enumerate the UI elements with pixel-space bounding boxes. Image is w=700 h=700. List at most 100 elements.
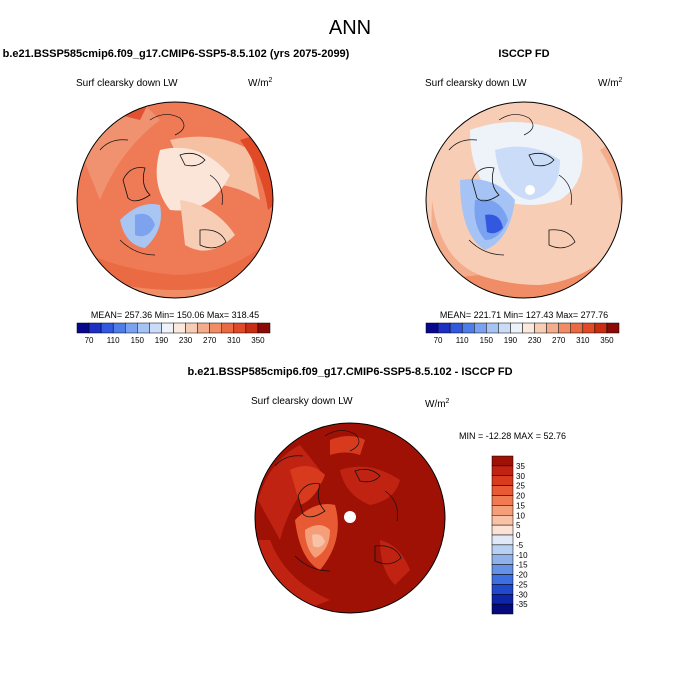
colorbar-obs-swatch (582, 322, 596, 334)
colorbar-obs-swatch (522, 322, 535, 334)
colorbar-model-swatch (245, 322, 259, 334)
colorbar-diff-tick-label: 15 (516, 501, 525, 510)
colorbar-diff-swatch (491, 485, 514, 496)
figure-title: ANN (329, 17, 371, 39)
colorbar-diff-swatch (491, 475, 514, 486)
panel-obs-title: ISCCP FD (498, 48, 549, 60)
colorbar-obs-swatch (570, 322, 584, 334)
colorbar-diff-swatch (491, 505, 514, 516)
panel-obs-units: W/m2 (598, 77, 623, 89)
colorbar-obs-swatch (437, 322, 451, 334)
colorbar-obs-tick-label: 310 (576, 336, 590, 345)
colorbar-diff-tick-label: 20 (516, 492, 525, 501)
colorbar-obs: 70 110 150 190 230 270 310 350 (425, 322, 620, 345)
colorbar-diff-tick-label: 0 (516, 531, 521, 540)
colorbar-diff-swatch (491, 554, 514, 565)
colorbar-model-swatch (173, 322, 186, 334)
colorbar-obs-swatch (425, 322, 439, 334)
colorbar-diff-tick-label: 25 (516, 482, 525, 491)
colorbar-diff-tick-label: 10 (516, 511, 525, 520)
colorbar-diff-swatch (491, 515, 514, 526)
colorbar-diff-tick-label: 5 (516, 521, 521, 530)
colorbar-model-tick-label: 350 (251, 336, 265, 345)
map-obs-border (425, 101, 623, 299)
colorbar-diff-swatch (491, 524, 514, 536)
colorbar-model-swatch (197, 322, 210, 334)
colorbar-model-swatch (161, 322, 174, 334)
colorbar-model-tick-label: 190 (155, 336, 169, 345)
colorbar-diff-tick-label: -25 (516, 580, 528, 589)
colorbar-diff-tick-label: -30 (516, 590, 528, 599)
map-model-border (76, 101, 274, 299)
colorbar-model-tick-label: 230 (179, 336, 193, 345)
colorbar-model-swatch (209, 322, 222, 334)
colorbar-model-tick-label: 270 (203, 336, 217, 345)
panel-diff-title: b.e21.BSSP585cmip6.f09_g17.CMIP6-SSP5-8.… (187, 366, 512, 378)
colorbar-diff-swatch (491, 564, 514, 575)
colorbar-obs-tick-label: 350 (600, 336, 614, 345)
colorbar-diff-tick-label: -20 (516, 571, 528, 580)
panel-diff-stats: MIN = -12.28 MAX = 52.76 (459, 431, 566, 441)
colorbar-obs-swatch (510, 322, 523, 334)
colorbar-obs-tick-label: 270 (552, 336, 566, 345)
colorbar-model-tick-label: 310 (227, 336, 241, 345)
colorbar-obs-swatch (498, 322, 511, 334)
colorbar-model-tick-label: 150 (131, 336, 145, 345)
colorbar-diff-tick-label: -15 (516, 561, 528, 570)
colorbar-model-swatch (137, 322, 150, 334)
panel-model-units: W/m2 (248, 77, 273, 89)
colorbar-diff-swatch (491, 455, 514, 467)
colorbar-model-swatch (221, 322, 235, 334)
colorbar-diff-tick-label: -10 (516, 551, 528, 560)
colorbar-model-tick-label: 110 (107, 336, 120, 345)
colorbar-diff-swatch (491, 465, 514, 476)
colorbar-model: 70 110 150 190 230 270 310 350 (76, 322, 271, 345)
colorbar-diff-tick-label: 35 (516, 462, 525, 471)
map-diff (255, 423, 445, 613)
colorbar-diff-tick-label: -5 (516, 541, 524, 550)
map-obs (426, 102, 622, 298)
colorbar-diff-tick-label: 30 (516, 472, 525, 481)
panel-diff-variable: Surf clearsky down LW (251, 396, 353, 407)
colorbar-obs-swatch (486, 322, 499, 334)
colorbar-diff-tick-label: -35 (516, 600, 528, 609)
colorbar-obs-swatch (461, 322, 475, 334)
colorbar-model-swatch (149, 322, 162, 334)
colorbar-diff-swatch (491, 544, 514, 555)
colorbar-diff-swatch (491, 534, 514, 546)
colorbar-model-swatch (88, 322, 102, 334)
colorbar-model-swatch (112, 322, 126, 334)
colorbar-diff-swatch (491, 603, 514, 615)
colorbar-obs-swatch (558, 322, 571, 334)
panel-model-stats: MEAN= 257.36 Min= 150.06 Max= 318.45 (91, 310, 259, 320)
panel-model-title: b.e21.BSSP585cmip6.f09_g17.CMIP6-SSP5-8.… (3, 48, 350, 60)
colorbar-obs-tick-label: 190 (504, 336, 518, 345)
colorbar-obs-swatch (546, 322, 559, 334)
colorbar-model-tick-label: 70 (85, 336, 94, 345)
colorbar-obs-swatch (606, 322, 620, 334)
colorbar-obs-tick-label: 110 (456, 336, 469, 345)
colorbar-obs-tick-label: 150 (480, 336, 494, 345)
panel-obs-stats: MEAN= 221.71 Min= 127.43 Max= 277.76 (440, 310, 608, 320)
colorbar-diff-swatch (491, 574, 514, 585)
colorbar-obs-tick-label: 70 (434, 336, 443, 345)
colorbar-model-swatch (125, 322, 138, 334)
colorbar-model-swatch (100, 322, 114, 334)
colorbar-obs-swatch (534, 322, 547, 334)
colorbar-model-swatch (76, 322, 90, 334)
colorbar-model-swatch (185, 322, 198, 334)
colorbar-obs-swatch (474, 322, 487, 334)
panel-diff-units: W/m2 (425, 398, 450, 410)
colorbar-obs-tick-label: 230 (528, 336, 542, 345)
panel-model-variable: Surf clearsky down LW (76, 78, 178, 89)
colorbar-diff-swatch (491, 594, 514, 605)
colorbar-model-swatch (233, 322, 247, 334)
map-diff-border (254, 422, 446, 614)
colorbar-obs-swatch (594, 322, 608, 334)
colorbar-model-swatch (257, 322, 271, 334)
colorbar-diff-swatch (491, 495, 514, 506)
panel-obs-variable: Surf clearsky down LW (425, 78, 527, 89)
